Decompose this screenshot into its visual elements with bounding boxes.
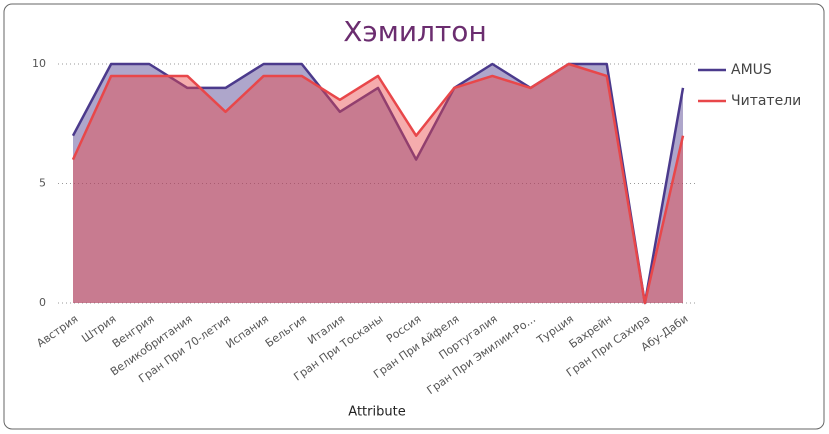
- card: [3, 3, 825, 430]
- x-axis-title: Attribute: [348, 405, 405, 420]
- y-tick-label: 0: [39, 296, 46, 309]
- chart-title: Хэмилтон: [343, 15, 487, 48]
- area: [73, 64, 683, 303]
- line: [71, 62, 685, 305]
- line: [71, 62, 685, 305]
- area: [73, 64, 683, 303]
- legend-label: AMUS: [731, 62, 772, 78]
- y-tick-label: 5: [39, 177, 46, 190]
- y-tick-label: 10: [32, 57, 46, 70]
- legend-label: Читатели: [731, 93, 801, 109]
